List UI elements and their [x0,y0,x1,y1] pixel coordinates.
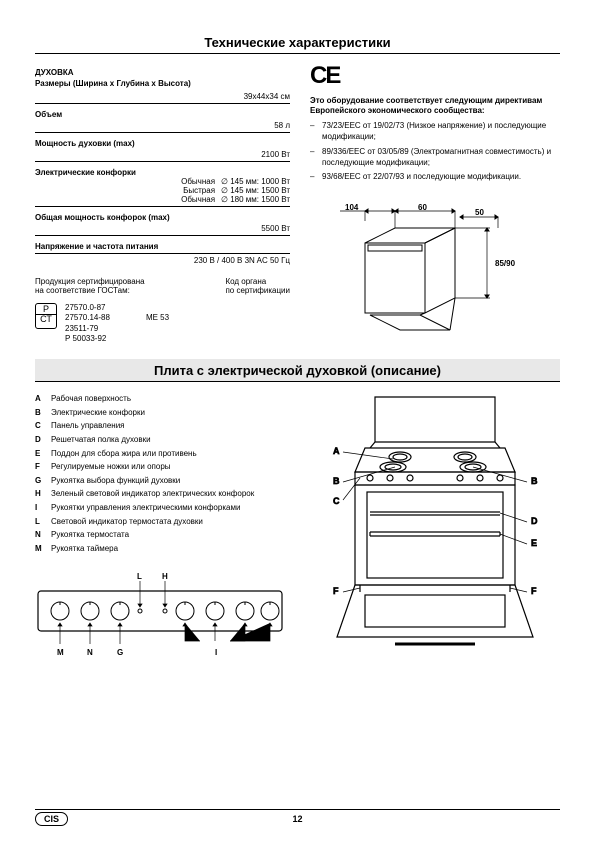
desc-L: LСветовой индикатор термостата духовки [35,515,295,529]
desc-G: GРукоятка выбора функций духовки [35,474,295,488]
svg-text:60: 60 [418,203,427,212]
svg-text:B: B [531,476,538,486]
desc-A: AРабочая поверхность [35,392,295,406]
desc-C: CПанель управления [35,419,295,433]
lower-section: AРабочая поверхность BЭлектрические конф… [35,392,560,661]
pct-icon: Р СТ [35,303,57,329]
power-label: Мощность духовки (max) [35,133,290,148]
cis-badge: CIS [35,812,68,826]
section2-title: Плита с электрической духовкой (описание… [35,359,560,382]
voltage-value: 230 В / 400 В 3N AC 50 Гц [35,254,290,267]
oven-diagram-column: A B B C D E F F [315,392,560,661]
svg-text:H: H [162,572,168,581]
power-value: 2100 Вт [35,148,290,162]
desc-E: EПоддон для сбора жира или противень [35,447,295,461]
svg-text:C: C [333,496,340,506]
svg-text:F: F [333,586,339,596]
voltage-label: Напряжение и частота питания [35,236,290,254]
desc-B: BЭлектрические конфорки [35,406,295,420]
svg-text:D: D [531,516,538,526]
burner-row-3: Обычная∅ 180 мм: 1500 Вт [35,195,290,207]
page-number: 12 [292,814,302,824]
directive-3: 93/68/EEC от 22/07/93 и последующие моди… [322,172,560,183]
desc-F: FРегулируемые ножки или опоры [35,460,295,474]
cert-codes: 27570.0-87 27570.14-88 23511-79 Р 50033-… [65,303,110,345]
dimensions-value: 39х44х34 см [35,90,290,104]
directive-2: 89/336/EEC от 03/05/89 (Электромагнитная… [322,147,560,169]
description-column: AРабочая поверхность BЭлектрические конф… [35,392,295,661]
oven-diagram: A B B C D E F F [315,392,555,647]
svg-text:B: B [333,476,340,486]
desc-H: HЗеленый световой индикатор электрически… [35,487,295,501]
svg-text:G: G [117,648,123,657]
page-footer: CIS 12 [35,809,560,824]
total-power-label: Общая мощность конфорок (max) [35,207,290,222]
cert-block: Р СТ 27570.0-87 27570.14-88 23511-79 Р 5… [35,303,290,345]
svg-text:85/90: 85/90 [495,259,516,268]
burner-row-2: Быстрая∅ 145 мм: 1500 Вт [35,186,290,195]
spec-column: ДУХОВКА Размеры (Ширина х Глубина х Высо… [35,62,290,345]
svg-text:F: F [531,586,537,596]
svg-text:N: N [87,648,93,657]
svg-text:50: 50 [475,208,484,217]
oven-label: ДУХОВКА [35,62,290,77]
ce-mark-icon: CE [310,62,560,90]
svg-text:104: 104 [345,203,359,212]
desc-M: MРукоятка таймера [35,542,295,556]
top-section: ДУХОВКА Размеры (Ширина х Глубина х Высо… [35,62,560,345]
volume-value: 58 л [35,119,290,133]
svg-text:E: E [531,538,537,548]
svg-text:L: L [137,572,142,581]
desc-I: IРукоятки управления электрическими конф… [35,501,295,515]
control-panel-diagram: L H M N G I [35,569,285,659]
svg-text:A: A [333,446,340,456]
org-code: МЕ 53 [146,303,169,345]
dimensions-label: Размеры (Ширина х Глубина х Высота) [35,77,290,90]
desc-N: NРукоятка термостата [35,528,295,542]
section1-title: Технические характеристики [35,35,560,54]
dimension-diagram: 104 60 50 85/90 [310,203,540,343]
desc-D: DРешетчатая полка духовки [35,433,295,447]
cert-header: Продукция сертифицирована на соответстви… [35,277,290,295]
desc-list: AРабочая поверхность BЭлектрические конф… [35,392,295,555]
compliance-column: CE Это оборудование соответствует следую… [310,62,560,345]
directive-list: 73/23/EEC от 19/02/73 (Низкое напряжение… [310,121,560,183]
svg-text:I: I [215,648,217,657]
svg-text:M: M [57,648,64,657]
directive-1: 73/23/EEC от 19/02/73 (Низкое напряжение… [322,121,560,143]
burners-label: Электрические конфорки [35,162,290,177]
volume-label: Объем [35,104,290,119]
compliance-intro: Это оборудование соответствует следующим… [310,96,560,115]
burner-row-1: Обычная∅ 145 мм: 1000 Вт [35,177,290,186]
total-power-value: 5500 Вт [35,222,290,236]
